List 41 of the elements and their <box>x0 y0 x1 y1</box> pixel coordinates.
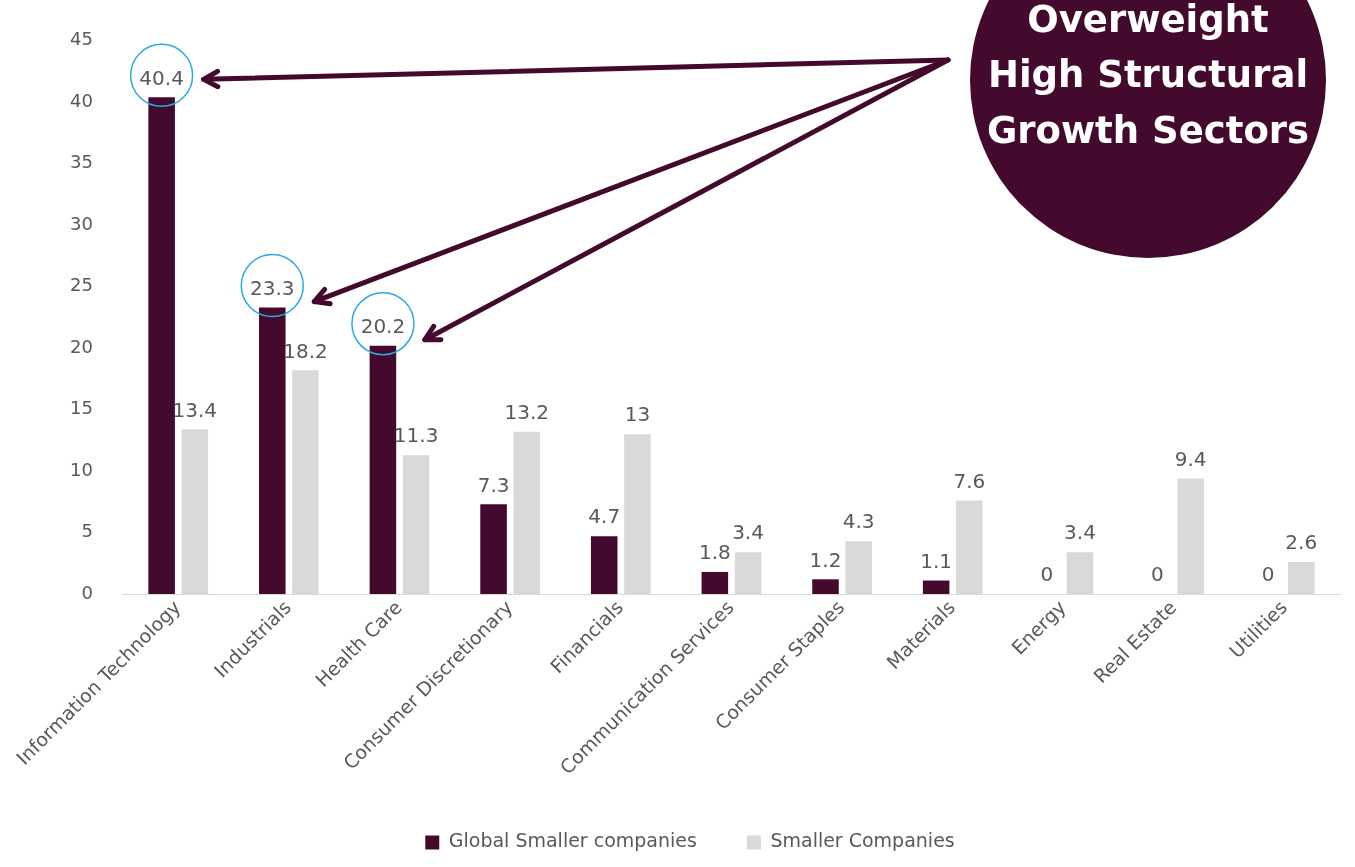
data-label: 0 <box>1151 562 1164 587</box>
data-label: 1.8 <box>698 540 731 565</box>
data-label: 13.2 <box>504 399 550 424</box>
bar <box>812 579 839 595</box>
data-label: 2.6 <box>1285 530 1318 555</box>
bar <box>259 307 286 595</box>
data-label: 20.2 <box>360 313 406 338</box>
data-label: 9.4 <box>1174 446 1207 471</box>
y-tick-label: 0 <box>81 581 93 603</box>
y-tick-label: 10 <box>70 458 93 480</box>
legend-label: Smaller Companies <box>770 829 955 852</box>
y-tick-label: 20 <box>70 335 93 357</box>
callout-circle: Overweight High Structural Growth Sectors <box>970 0 1326 258</box>
data-label: 11.3 <box>393 423 439 448</box>
y-tick-label: 5 <box>81 520 93 542</box>
y-tick-label: 45 <box>70 28 93 50</box>
data-label: 7.6 <box>953 468 986 493</box>
data-label: 1.2 <box>809 547 842 572</box>
y-tick-label: 15 <box>70 397 93 419</box>
bar <box>590 536 618 595</box>
data-label: 40.4 <box>139 65 184 90</box>
y-tick-label: 25 <box>70 274 93 296</box>
bar <box>922 580 950 595</box>
data-label: 23.3 <box>250 275 295 300</box>
data-label: 4.7 <box>588 504 621 529</box>
bar <box>701 571 729 595</box>
data-label: 13 <box>624 402 651 427</box>
y-tick-label: 30 <box>70 212 93 234</box>
data-label: 7.3 <box>477 472 510 497</box>
data-label: 4.3 <box>842 509 875 534</box>
legend-label: Global Smaller companies <box>448 829 697 852</box>
data-label: 0 <box>1261 562 1275 587</box>
bar <box>369 345 397 595</box>
data-label: 3.4 <box>732 520 764 545</box>
bar <box>480 504 507 595</box>
data-label: 1.1 <box>920 548 953 573</box>
y-tick-label: 35 <box>70 151 93 173</box>
data-label: 0 <box>1040 562 1054 587</box>
y-tick-label: 40 <box>70 89 93 111</box>
data-label: 3.4 <box>1064 520 1096 545</box>
bar <box>148 97 175 595</box>
